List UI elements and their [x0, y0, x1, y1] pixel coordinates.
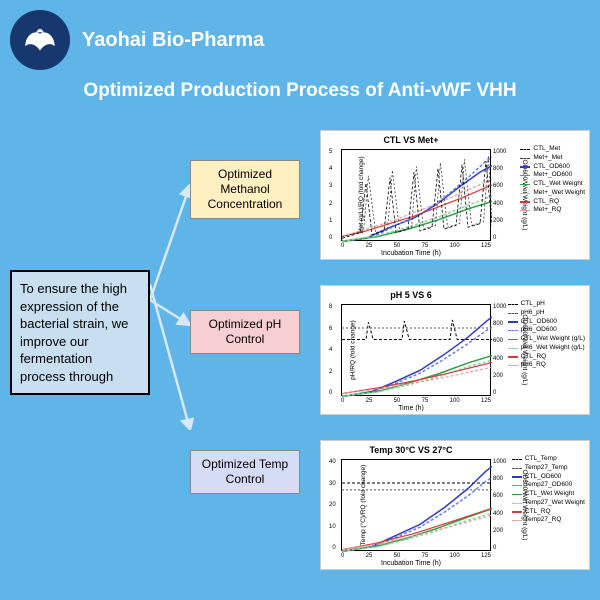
plot-area	[341, 149, 491, 241]
company-logo	[10, 10, 70, 70]
temp-chart: Temp 30°C VS 27°CIncubation Time (h)Temp…	[320, 440, 590, 570]
y-ticks-left: 012345	[329, 149, 332, 241]
y-ticks-left: 010203040	[329, 459, 336, 551]
chart-title: Temp 30°C VS 27°C	[321, 445, 501, 455]
chart-legend: CTL_MetMet+_MetCTL_OD600Met+_OD600CTL_We…	[520, 145, 585, 215]
page-title: Optimized Production Process of Anti-vWF…	[0, 80, 600, 102]
chart-xlabel: Time (h)	[321, 405, 501, 412]
y-ticks-right: 02004006008001000	[493, 304, 506, 396]
ph-chart: pH 5 VS 6Time (h)pH/RQ (fold change)OD60…	[320, 285, 590, 415]
plot-area	[341, 459, 491, 551]
header: Yaohai Bio-Pharma	[10, 10, 264, 70]
x-ticks: 0255075100125	[341, 243, 491, 249]
intro-text-box: To ensure the high expression of the bac…	[10, 270, 150, 395]
x-ticks: 0255075100125	[341, 398, 491, 404]
chart-title: CTL VS Met+	[321, 135, 501, 145]
logo-hands-icon	[19, 19, 61, 61]
methanol-box: Optimized Methanol Concentration	[190, 160, 300, 219]
plot-area	[341, 304, 491, 396]
chart-title: pH 5 VS 6	[321, 290, 501, 300]
y-ticks-right: 02004006008001000	[493, 149, 506, 241]
x-ticks: 0255075100125	[341, 553, 491, 559]
chart-legend: CTL_TempTemp27_TempCTL_OD600Temp27_OD600…	[512, 455, 585, 525]
methanol-chart: CTL VS Met+Incubation Time (h)Met (g/L)/…	[320, 130, 590, 260]
y-ticks-left: 02468	[329, 304, 332, 396]
y-ticks-right: 02004006008001000	[493, 459, 506, 551]
chart-xlabel: Incubation Time (h)	[321, 560, 501, 567]
ph-box: Optimized pH Control	[190, 310, 300, 354]
chart-legend: CTL_pHpH6_pHCTL_OD600pH6_OD600CTL_Wet We…	[508, 300, 585, 370]
temp-box: Optimized Temp Control	[190, 450, 300, 494]
chart-xlabel: Incubation Time (h)	[321, 250, 501, 257]
company-name: Yaohai Bio-Pharma	[82, 29, 264, 52]
